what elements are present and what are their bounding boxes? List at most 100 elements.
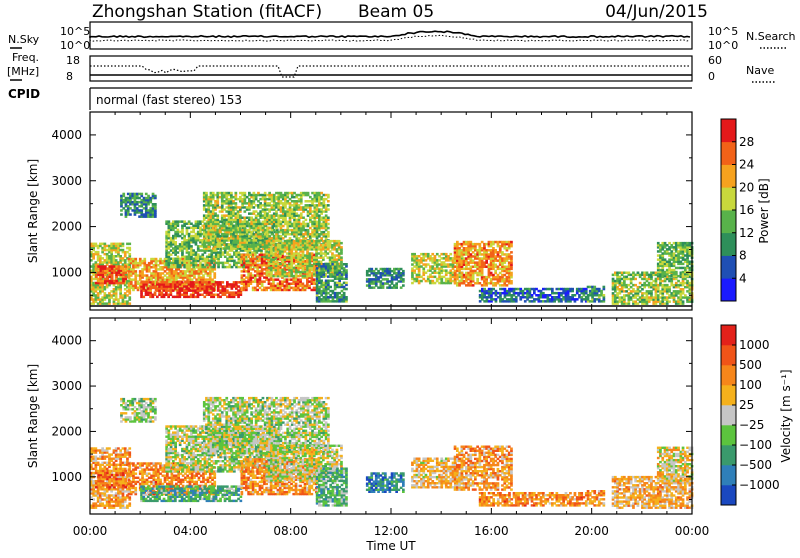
range-cell xyxy=(226,251,229,254)
range-cell xyxy=(128,258,131,261)
range-cell xyxy=(106,249,109,252)
range-cell xyxy=(445,269,448,272)
range-cell xyxy=(106,267,109,270)
range-cell xyxy=(474,270,477,273)
range-cell xyxy=(370,278,373,281)
range-cell xyxy=(327,204,330,207)
range-cell xyxy=(212,283,215,286)
range-cell xyxy=(327,231,330,234)
range-cell xyxy=(212,287,215,290)
nsearch-tick-low: 10^0 xyxy=(708,39,738,52)
range-cell xyxy=(253,233,256,236)
range-cell xyxy=(250,272,253,275)
range-cell xyxy=(259,202,262,205)
range-cell xyxy=(261,254,264,257)
range-cell xyxy=(425,259,428,262)
range-cell xyxy=(425,253,428,256)
range-cell xyxy=(183,260,186,263)
range-cell xyxy=(188,251,191,254)
range-cell xyxy=(323,198,326,201)
range-cell xyxy=(115,280,118,283)
range-cell xyxy=(192,235,195,238)
range-cell xyxy=(216,192,219,195)
range-cell xyxy=(134,270,137,273)
range-cell xyxy=(302,206,305,209)
range-cell xyxy=(254,274,257,277)
range-cell xyxy=(327,194,330,197)
range-cell xyxy=(126,251,129,254)
range-cell xyxy=(253,245,256,248)
range-cell xyxy=(239,206,242,209)
range-cell xyxy=(463,257,466,260)
range-cell xyxy=(286,221,289,224)
range-cell xyxy=(327,248,330,251)
range-cell xyxy=(284,256,287,259)
range-cell xyxy=(440,276,443,279)
range-cell xyxy=(172,220,175,223)
range-cell xyxy=(128,266,131,269)
cpid-label: CPID xyxy=(8,87,40,101)
range-cell xyxy=(398,268,401,271)
range-cell xyxy=(225,219,228,222)
range-cell xyxy=(208,253,211,256)
range-cell xyxy=(458,274,461,277)
range-cell xyxy=(134,258,137,261)
range-cell xyxy=(279,258,282,261)
range-cell xyxy=(322,240,325,243)
range-cell xyxy=(95,294,98,297)
range-cell xyxy=(311,246,314,249)
range-cell xyxy=(100,265,103,268)
range-cell xyxy=(386,268,389,271)
range-cell xyxy=(237,198,240,201)
range-cell xyxy=(295,194,298,197)
range-cell xyxy=(115,243,118,246)
range-cell xyxy=(291,200,294,203)
range-cell xyxy=(204,266,207,269)
range-cell xyxy=(329,294,332,297)
range-cell xyxy=(345,296,348,299)
range-cell xyxy=(275,219,278,222)
range-cell xyxy=(228,243,231,246)
range-cell xyxy=(318,208,321,211)
range-cell xyxy=(199,262,202,265)
range-cell xyxy=(228,198,231,201)
range-cell xyxy=(171,268,174,271)
range-cell xyxy=(323,263,326,266)
range-cell xyxy=(393,268,396,271)
range-cell xyxy=(313,287,316,290)
range-cell xyxy=(142,281,145,284)
range-cell xyxy=(104,302,107,305)
range-cell xyxy=(115,302,118,305)
range-cell xyxy=(425,280,428,283)
range-cell xyxy=(338,265,341,268)
range-cell xyxy=(126,243,129,246)
range-cell xyxy=(165,281,168,284)
range-cell xyxy=(99,243,102,246)
range-cell xyxy=(329,286,332,289)
range-cell xyxy=(122,193,125,196)
date-title: 04/Jun/2015 xyxy=(605,2,708,22)
range-cell xyxy=(150,272,153,275)
scatter-patch xyxy=(95,265,127,284)
range-cell xyxy=(474,282,477,285)
range-cell xyxy=(256,289,259,292)
range-cell xyxy=(343,282,346,285)
range-cell xyxy=(235,192,238,195)
range-cell xyxy=(286,240,289,243)
range-cell xyxy=(125,209,128,212)
range-cell xyxy=(124,276,127,279)
range-cell xyxy=(122,263,125,266)
range-cell xyxy=(474,261,477,264)
nsky-tick-low: 10^0 xyxy=(60,39,90,52)
range-cell xyxy=(140,199,143,202)
range-cell xyxy=(115,265,118,268)
range-cell xyxy=(261,289,264,292)
range-cell xyxy=(458,243,461,246)
range-cell xyxy=(148,276,151,279)
range-cell xyxy=(248,212,251,215)
range-cell xyxy=(159,266,162,269)
range-cell xyxy=(474,243,477,246)
range-cell xyxy=(270,267,273,270)
range-cell xyxy=(275,240,278,243)
range-cell xyxy=(122,294,125,297)
